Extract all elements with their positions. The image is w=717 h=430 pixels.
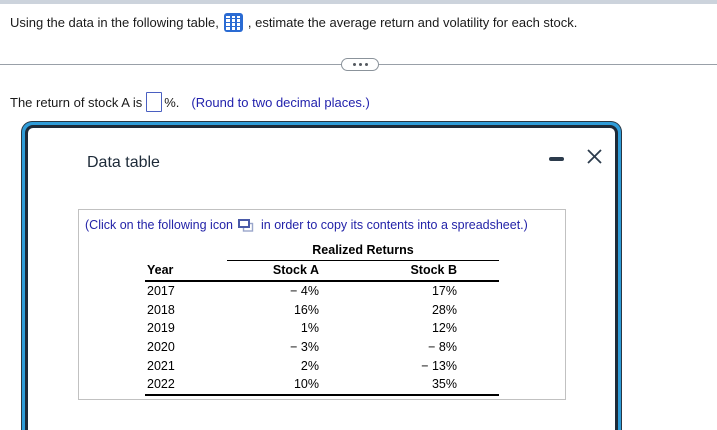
return-stock-a-input[interactable] (146, 92, 163, 112)
dot-icon (364, 63, 368, 66)
top-border-band (0, 0, 717, 4)
copy-to-spreadsheet-icon[interactable] (238, 219, 254, 233)
table-grid-icon[interactable] (223, 13, 243, 32)
cell-year: 2020 (147, 340, 175, 355)
table-row: 2018 16% 28% (145, 301, 499, 320)
question-text: Using the data in the following table, ,… (10, 13, 577, 32)
cell-stock-a: − 4% (290, 284, 319, 299)
cell-year: 2018 (147, 302, 175, 317)
cell-stock-a: − 3% (290, 340, 319, 355)
cell-stock-a: 2% (300, 358, 319, 373)
cell-stock-b: 35% (431, 377, 457, 392)
cell-stock-b: 12% (431, 321, 457, 336)
data-table-dialog-inner: Data table (Click on the following icon (25, 125, 618, 430)
column-header-stock-a: Stock A (272, 263, 319, 277)
column-header-stock-b: Stock B (410, 263, 457, 277)
cell-year: 2017 (147, 284, 175, 299)
close-button[interactable] (580, 142, 608, 170)
table-group-header: Realized Returns (227, 243, 499, 261)
table-row: 2017 − 4% 17% (145, 282, 499, 301)
minimize-button[interactable] (544, 148, 568, 170)
cell-stock-a: 16% (293, 302, 319, 317)
data-table-panel: (Click on the following icon in order to… (78, 209, 566, 400)
data-table-dialog: Data table (Click on the following icon (22, 122, 621, 430)
dialog-title: Data table (87, 154, 160, 171)
answer-text-before: The return of stock A is (10, 94, 143, 110)
copy-instruction: (Click on the following icon in order to… (85, 217, 528, 233)
rounding-hint: (Round to two decimal places.) (191, 94, 370, 110)
cell-year: 2022 (147, 377, 175, 392)
table-header-row: Year Stock A Stock B (145, 261, 499, 282)
answer-text-after: %. (164, 94, 180, 110)
cell-stock-b: 17% (431, 284, 457, 299)
table-row: 2021 2% − 13% (145, 356, 499, 375)
answer-row: The return of stock A is %. (Round to tw… (10, 92, 370, 112)
copy-instruction-after: in order to copy its contents into a spr… (261, 218, 528, 232)
dot-icon (352, 63, 356, 66)
minimize-icon (548, 157, 564, 161)
realized-returns-table: Realized Returns Year Stock A Stock B 20… (145, 243, 499, 396)
table-row: 2019 1% 12% (145, 319, 499, 338)
table-row: 2022 10% 35% (145, 375, 499, 394)
close-icon (586, 148, 602, 164)
cell-stock-b: − 8% (428, 340, 457, 355)
cell-stock-b: 28% (431, 302, 457, 317)
cell-year: 2021 (147, 358, 175, 373)
expand-collapse-handle[interactable] (341, 58, 379, 71)
question-text-before: Using the data in the following table, (10, 15, 219, 30)
dot-icon (358, 63, 362, 66)
cell-stock-a: 1% (300, 321, 319, 336)
column-header-year: Year (147, 263, 174, 277)
cell-year: 2019 (147, 321, 175, 336)
question-text-after: , estimate the average return and volati… (247, 15, 578, 30)
table-body: 2017 − 4% 17% 2018 16% 28% 2019 1% 1 (145, 282, 499, 396)
table-row: 2020 − 3% − 8% (145, 338, 499, 357)
cell-stock-b: − 13% (421, 358, 457, 373)
copy-instruction-before: (Click on the following icon (85, 218, 233, 232)
cell-stock-a: 10% (293, 377, 319, 392)
